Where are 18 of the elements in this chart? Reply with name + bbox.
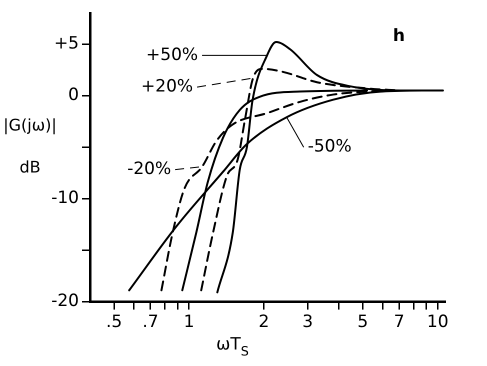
x-tick-label: .5 [106,312,122,332]
x-tick-label: 10 [426,312,449,332]
x-tick-label: 3 [302,312,314,332]
annotation: h [392,26,405,46]
x-tick-label: 5 [357,312,368,332]
text: |G(jω)| dB [3,115,57,176]
y-tick-label: 0 [68,85,79,106]
x-tick-label: .7 [142,312,159,332]
legend-label: +20% [141,76,194,97]
x-tick-label: 1 [184,312,194,332]
y-tick-label: -10 [51,188,79,208]
y-tick-label: +5 [54,34,79,54]
x-tick-label: 7 [394,312,405,332]
y-tick-label: -20 [51,291,79,312]
x-tick-label: 2 [258,312,270,332]
legend-label: +50% [146,44,198,65]
legend-label: -20% [127,159,172,180]
series-label: -50% [308,136,352,157]
